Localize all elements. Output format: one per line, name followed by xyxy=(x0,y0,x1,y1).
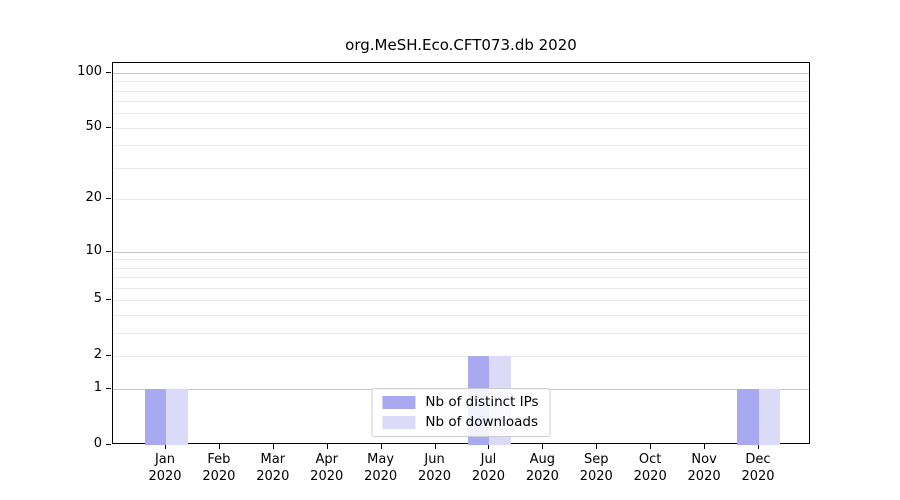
gridline-minor xyxy=(113,267,809,269)
x-axis-tick xyxy=(488,444,490,449)
bar-distinct-ips xyxy=(144,389,166,445)
y-axis-tick xyxy=(106,355,111,357)
gridline-minor xyxy=(113,333,809,335)
legend-item-distinct-ips: Nb of distinct IPs xyxy=(382,394,539,411)
gridline-minor xyxy=(113,113,809,115)
x-tick-label: Nov 2020 xyxy=(687,452,721,484)
x-axis-tick xyxy=(650,444,652,449)
gridline-major xyxy=(113,72,809,74)
y-tick-label: 100 xyxy=(77,63,102,79)
x-axis-tick xyxy=(272,444,274,449)
gridline-minor xyxy=(113,288,809,290)
y-tick-label: 1 xyxy=(93,380,102,396)
x-axis-tick xyxy=(704,444,706,449)
distinct-ips-swatch-icon xyxy=(382,396,416,409)
y-tick-label: 10 xyxy=(85,242,102,258)
x-axis-tick xyxy=(326,444,328,449)
x-tick-label: Apr 2020 xyxy=(310,452,344,484)
bar-distinct-ips xyxy=(737,389,759,445)
x-tick-label: Aug 2020 xyxy=(525,452,559,484)
y-axis-tick xyxy=(106,299,111,301)
gridline-minor xyxy=(113,168,809,170)
legend-label: Nb of downloads xyxy=(425,414,538,430)
y-axis-tick xyxy=(106,250,111,252)
x-tick-label: Mar 2020 xyxy=(256,452,290,484)
gridline-minor xyxy=(113,90,809,92)
x-axis-tick xyxy=(380,444,382,449)
gridline-minor xyxy=(113,81,809,83)
x-tick-label: Jan 2020 xyxy=(148,452,182,484)
gridline-minor xyxy=(113,101,809,103)
x-axis-tick xyxy=(165,444,166,449)
legend: Nb of distinct IPs Nb of downloads xyxy=(371,388,551,437)
x-axis-tick xyxy=(434,444,436,449)
x-tick-label: Sep 2020 xyxy=(579,452,613,484)
gridline-minor xyxy=(113,356,809,358)
gridline-major xyxy=(113,251,809,253)
plot-area: Nb of distinct IPs Nb of downloads xyxy=(112,62,810,445)
bar-downloads xyxy=(166,389,188,445)
x-tick-label: Oct 2020 xyxy=(633,452,667,484)
x-axis-tick xyxy=(542,444,544,449)
y-axis-tick xyxy=(106,388,111,390)
gridline-minor xyxy=(113,145,809,147)
x-axis-tick xyxy=(218,444,220,449)
x-tick-label: Dec 2020 xyxy=(741,452,775,484)
y-tick-label: 20 xyxy=(85,190,102,206)
legend-item-downloads: Nb of downloads xyxy=(382,414,538,431)
downloads-swatch-icon xyxy=(382,416,416,429)
y-axis-tick xyxy=(106,444,111,445)
y-axis-tick xyxy=(106,71,111,73)
y-tick-label: 50 xyxy=(85,118,102,134)
gridline-minor xyxy=(113,199,809,201)
y-axis-tick xyxy=(106,198,111,200)
y-tick-label: 5 xyxy=(93,291,102,307)
x-tick-label: Feb 2020 xyxy=(202,452,236,484)
gridline-minor xyxy=(113,315,809,317)
x-tick-label: May 2020 xyxy=(364,452,398,484)
y-tick-label: 2 xyxy=(93,347,102,363)
gridline-minor xyxy=(113,277,809,279)
gridline-minor xyxy=(113,259,809,261)
gridline-minor xyxy=(113,300,809,302)
x-tick-label: Jun 2020 xyxy=(417,452,452,484)
x-tick-label: Jul 2020 xyxy=(471,452,505,484)
y-tick-label: 0 xyxy=(93,436,102,451)
bar-downloads xyxy=(758,389,781,445)
chart-title: org.MeSH.Eco.CFT073.db 2020 xyxy=(345,36,577,54)
legend-label: Nb of distinct IPs xyxy=(425,394,539,410)
x-axis-tick xyxy=(596,444,598,449)
x-axis-tick xyxy=(757,444,759,449)
gridline-minor xyxy=(113,127,809,129)
y-axis-tick xyxy=(106,126,111,128)
